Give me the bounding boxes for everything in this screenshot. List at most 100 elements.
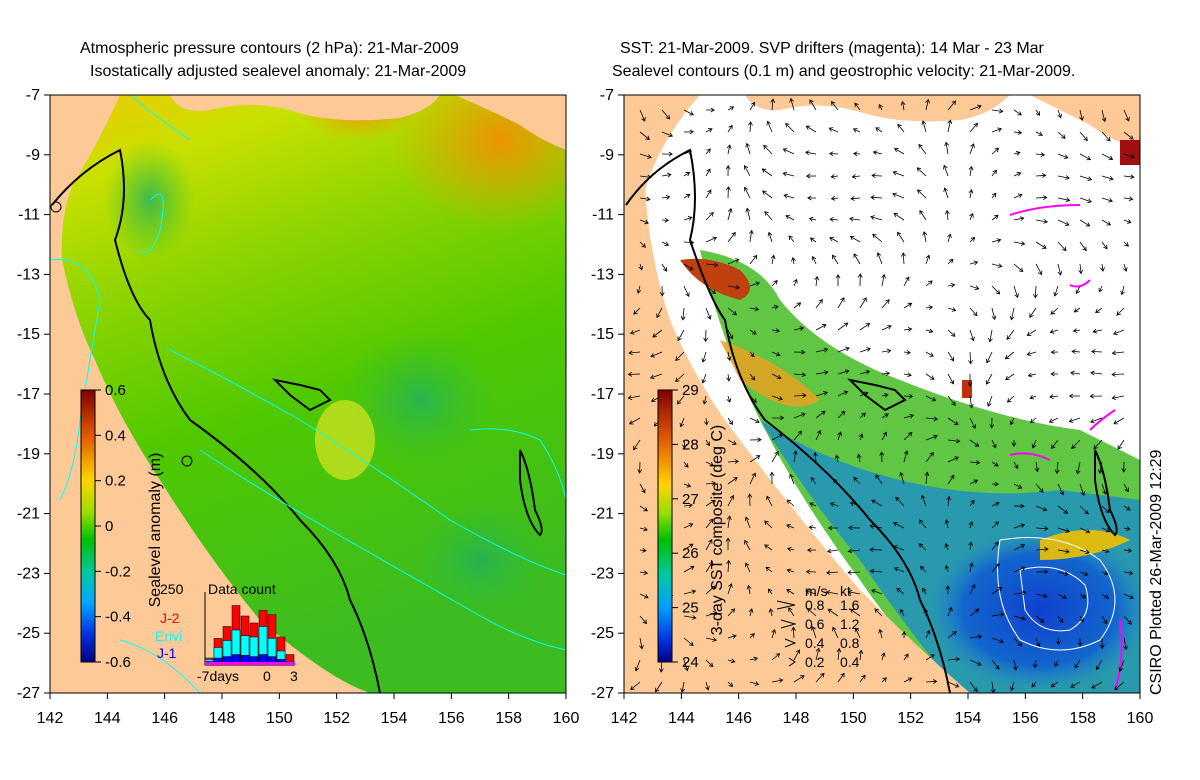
colorbar-tick-label: 28 (682, 436, 699, 453)
velocity-vector (1101, 197, 1114, 203)
left-title-line2: Isostatically adjusted sealevel anomaly:… (90, 63, 467, 80)
velocity-vector (1079, 615, 1084, 623)
velocity-vector (922, 587, 927, 595)
colorbar-tick-label: 25 (682, 600, 699, 617)
velocity-vector (1068, 417, 1081, 423)
y-tick-label: -19 (591, 446, 614, 463)
velocity-vector (793, 372, 807, 378)
velocity-vector (854, 627, 861, 639)
velocity-vector (1100, 263, 1105, 272)
velocity-vector (923, 608, 929, 617)
colorbar-tick-label: 0.2 (105, 473, 126, 490)
velocity-vector (881, 677, 887, 683)
velocity-vector (656, 307, 663, 319)
velocity-vector (943, 187, 949, 199)
velocity-vector (969, 659, 982, 666)
velocity-vector (925, 451, 934, 463)
velocity-vector (1074, 659, 1081, 669)
velocity-vector (903, 327, 913, 332)
velocity-vector (967, 373, 973, 387)
velocity-vector (968, 351, 973, 365)
velocity-vector (1057, 197, 1071, 203)
velocity-vector (793, 393, 807, 398)
velocity-vector (925, 254, 931, 265)
velocity-vector (1079, 593, 1087, 599)
velocity-vector (793, 349, 806, 355)
velocity-vector (925, 434, 938, 441)
velocity-vector (639, 219, 649, 225)
velocity-vector (705, 262, 719, 268)
velocity-vector (903, 413, 915, 419)
velocity-vector (1035, 546, 1049, 552)
sst-warm-patch (680, 258, 750, 300)
velocity-vector (850, 196, 861, 201)
velocity-vector (705, 439, 711, 447)
velocity-vector (749, 254, 758, 265)
velocity-vector (705, 637, 718, 642)
velocity-vector (749, 656, 759, 662)
velocity-vector (705, 499, 716, 507)
velocity-vector (1030, 417, 1037, 424)
velocity-vector (1123, 637, 1128, 651)
station-marker (181, 455, 193, 467)
velocity-vector (705, 128, 713, 133)
velocity-vector (637, 461, 643, 474)
data-count-x-start: -7days (197, 668, 239, 684)
velocity-vector (629, 329, 641, 335)
velocity-vector (969, 143, 975, 155)
y-tick-label: -27 (17, 685, 40, 702)
velocity-vector (869, 568, 883, 574)
velocity-vector (837, 322, 849, 331)
velocity-vector (947, 456, 959, 463)
velocity-vector (947, 395, 956, 407)
velocity-vector (858, 649, 864, 661)
velocity-vector (766, 120, 773, 133)
velocity-vector (638, 263, 644, 271)
velocity-vector (1079, 549, 1090, 555)
velocity-vector (1013, 241, 1026, 246)
velocity-vector (947, 307, 957, 312)
velocity-vector (944, 141, 949, 155)
x-tick-label: 144 (94, 710, 121, 727)
velocity-vector (991, 563, 1000, 573)
y-tick-label: -13 (591, 266, 614, 283)
velocity-vector (1090, 370, 1103, 376)
velocity-vector (749, 351, 755, 358)
velocity-vector (704, 417, 709, 426)
pressure-contour (139, 193, 164, 253)
velocity-vector (746, 584, 752, 595)
velocity-vector (1053, 285, 1059, 297)
velocity-vector (805, 589, 817, 595)
velocity-vector (1005, 373, 1015, 381)
velocity-vector (828, 127, 839, 133)
velocity-vector (903, 393, 914, 399)
velocity-vector (749, 373, 756, 381)
drifter-track (1114, 619, 1123, 691)
velocity-vector (1013, 544, 1026, 551)
velocity-vector (1035, 109, 1041, 116)
legend-unit-kt: kt (840, 583, 851, 599)
velocity-vector (968, 395, 974, 409)
velocity-vector (1091, 681, 1103, 689)
velocity-vector (1077, 637, 1083, 647)
x-tick-label: 154 (955, 710, 982, 727)
velocity-vector (1054, 461, 1060, 475)
velocity-vector (747, 493, 753, 507)
velocity-vector (639, 505, 648, 512)
velocity-vector (900, 100, 906, 111)
velocity-vector (815, 370, 829, 375)
velocity-vector (771, 373, 782, 380)
velocity-vector (947, 258, 954, 265)
velocity-vector (749, 681, 760, 686)
velocity-vector (1123, 615, 1132, 625)
sst-colorbar-label: 3-day SST composite (deg C) (709, 425, 726, 635)
velocity-vector (893, 212, 905, 221)
velocity-vector (1079, 131, 1088, 142)
velocity-vector (837, 369, 850, 375)
velocity-vector (701, 373, 707, 384)
legend-speed-kt: 0.8 (840, 635, 860, 651)
velocity-vector (727, 658, 736, 664)
velocity-vector (947, 474, 955, 485)
velocity-vector (727, 307, 737, 316)
right-y-axis: -7 -9 -11 -13 -15 -17 -19 -21 -23 -25 -27 (591, 87, 624, 702)
